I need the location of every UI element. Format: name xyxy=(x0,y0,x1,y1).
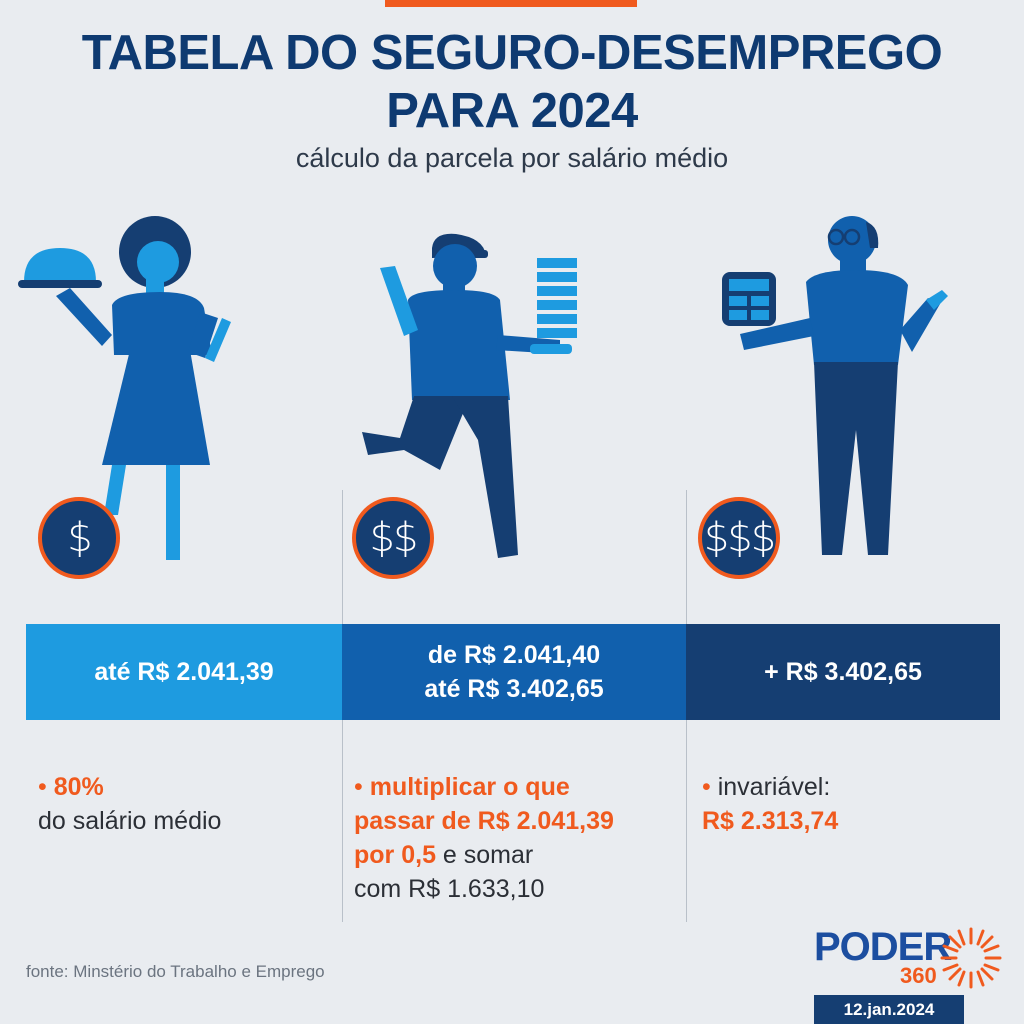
dollar-coin-icon: $ xyxy=(38,497,120,579)
publication-date: 12.jan.2024 xyxy=(814,995,964,1024)
courier-figure xyxy=(362,233,577,558)
tier-band-high: + R$ 3.402,65 xyxy=(686,624,1000,720)
waitress-figure xyxy=(18,216,231,560)
dollar-coin-icon: $$$ xyxy=(698,497,780,579)
dollar-coin-icon: $$ xyxy=(352,497,434,579)
bullet: • xyxy=(38,773,47,801)
tier-note-low: • 80% do salário médio xyxy=(38,773,222,835)
elderly-man-figure xyxy=(722,216,948,555)
tier-band-mid: de R$ 2.041,40 até R$ 3.402,65 xyxy=(342,624,686,720)
bullet: • xyxy=(354,773,363,801)
tier-note-mid: • multiplicar o que passar de R$ 2.041,3… xyxy=(354,773,614,903)
top-accent-bar xyxy=(385,0,637,7)
poder360-sun-icon xyxy=(940,927,1002,989)
source-note: fonte: Minstério do Trabalho e Emprego xyxy=(26,962,325,981)
tier-band-low: até R$ 2.041,39 xyxy=(26,624,342,720)
tier-note-high: • invariável: R$ 2.313,74 xyxy=(702,773,839,835)
bullet: • xyxy=(702,773,711,801)
poder360-logo: PODER 360 xyxy=(814,925,1004,995)
page-subtitle: cálculo da parcela por salário médio xyxy=(295,143,729,173)
page-title: TABELA DO SEGURO-DESEMPREGO PARA 2024 xyxy=(81,26,943,138)
